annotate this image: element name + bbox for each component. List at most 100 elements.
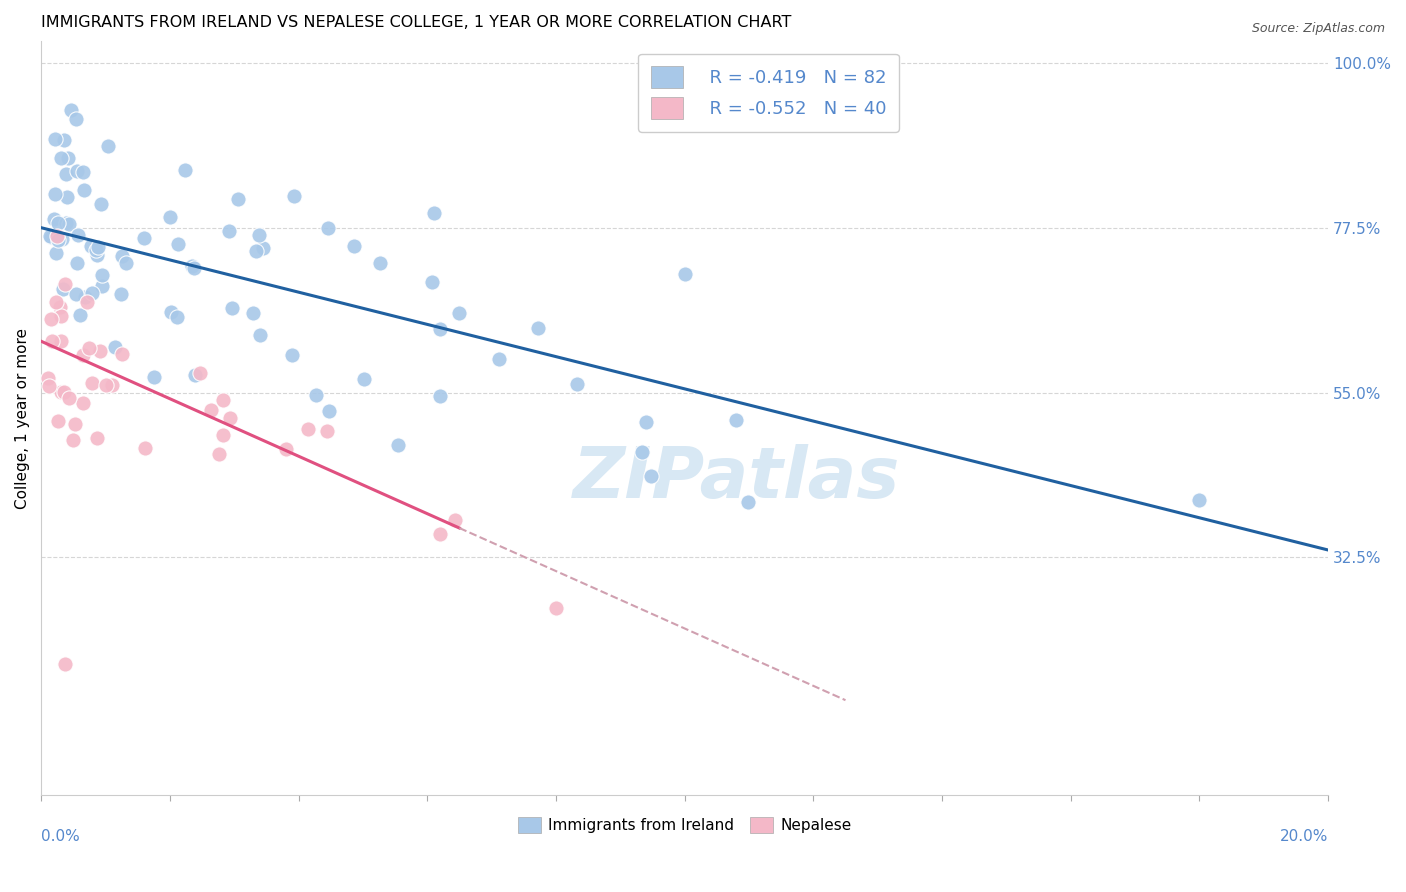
Point [66, 163, 89, 178]
Point [159, 211, 181, 225]
Point [96, 378, 118, 392]
Point [368, 256, 391, 270]
Point [166, 237, 188, 252]
Point [56, 151, 79, 165]
Point [73, 183, 96, 197]
Text: 20.0%: 20.0% [1279, 830, 1329, 845]
Point [630, 444, 652, 458]
Point [56, 190, 79, 204]
Point [72, 395, 94, 409]
Point [53, 133, 76, 147]
Point [44, 132, 66, 146]
Point [111, 346, 134, 360]
Point [73, 290, 96, 304]
Point [39, 312, 62, 326]
Point [420, 275, 443, 289]
Point [297, 422, 319, 436]
Point [89, 343, 111, 358]
Point [221, 301, 243, 315]
Point [218, 224, 240, 238]
Point [72, 348, 94, 362]
Point [274, 442, 297, 456]
Point [52, 385, 75, 400]
Point [166, 310, 188, 324]
Point [115, 255, 138, 269]
Point [46, 229, 69, 244]
Point [82, 285, 104, 300]
Point [45, 246, 67, 260]
Point [387, 438, 409, 452]
Point [90, 268, 112, 283]
Point [101, 378, 124, 392]
Point [343, 239, 366, 253]
Point [160, 305, 183, 319]
Point [249, 328, 271, 343]
Point [58, 218, 80, 232]
Point [316, 220, 339, 235]
Point [51, 384, 73, 399]
Point [212, 428, 235, 442]
Point [91, 279, 114, 293]
Point [252, 242, 274, 256]
Point [283, 189, 305, 203]
Point [86, 431, 108, 445]
Point [200, 403, 222, 417]
Point [565, 376, 588, 391]
Point [62, 434, 84, 448]
Point [184, 368, 207, 382]
Text: Source: ZipAtlas.com: Source: ZipAtlas.com [1251, 22, 1385, 36]
Point [725, 413, 748, 427]
Point [48, 216, 70, 230]
Legend: Immigrants from Ireland, Nepalese: Immigrants from Ireland, Nepalese [510, 809, 859, 840]
Point [65, 112, 87, 126]
Point [55, 277, 77, 291]
Point [134, 442, 156, 456]
Point [212, 393, 235, 408]
Point [1188, 493, 1211, 508]
Point [38, 228, 60, 243]
Point [46, 234, 69, 248]
Text: ZIPatlas: ZIPatlas [572, 444, 900, 513]
Point [51, 232, 73, 246]
Point [72, 165, 94, 179]
Point [488, 351, 510, 366]
Point [318, 404, 340, 418]
Point [49, 301, 72, 315]
Point [45, 295, 67, 310]
Point [51, 152, 73, 166]
Point [634, 415, 657, 429]
Point [76, 295, 98, 310]
Point [228, 192, 250, 206]
Point [429, 527, 451, 541]
Point [526, 321, 548, 335]
Point [737, 495, 759, 509]
Point [97, 138, 120, 153]
Point [77, 341, 100, 355]
Point [429, 322, 451, 336]
Point [66, 227, 89, 242]
Point [51, 309, 73, 323]
Point [207, 447, 229, 461]
Point [281, 348, 304, 362]
Point [104, 340, 127, 354]
Point [449, 306, 471, 320]
Point [87, 240, 110, 254]
Point [52, 282, 75, 296]
Point [53, 657, 76, 671]
Point [143, 369, 166, 384]
Point [640, 469, 662, 483]
Point [247, 227, 270, 242]
Point [111, 249, 134, 263]
Point [90, 197, 112, 211]
Point [245, 244, 267, 258]
Point [181, 260, 204, 274]
Point [86, 248, 108, 262]
Point [44, 186, 66, 201]
Point [42, 211, 65, 226]
Point [242, 306, 264, 320]
Point [55, 216, 77, 230]
Point [315, 424, 337, 438]
Point [49, 334, 72, 348]
Point [429, 389, 451, 403]
Point [65, 287, 87, 301]
